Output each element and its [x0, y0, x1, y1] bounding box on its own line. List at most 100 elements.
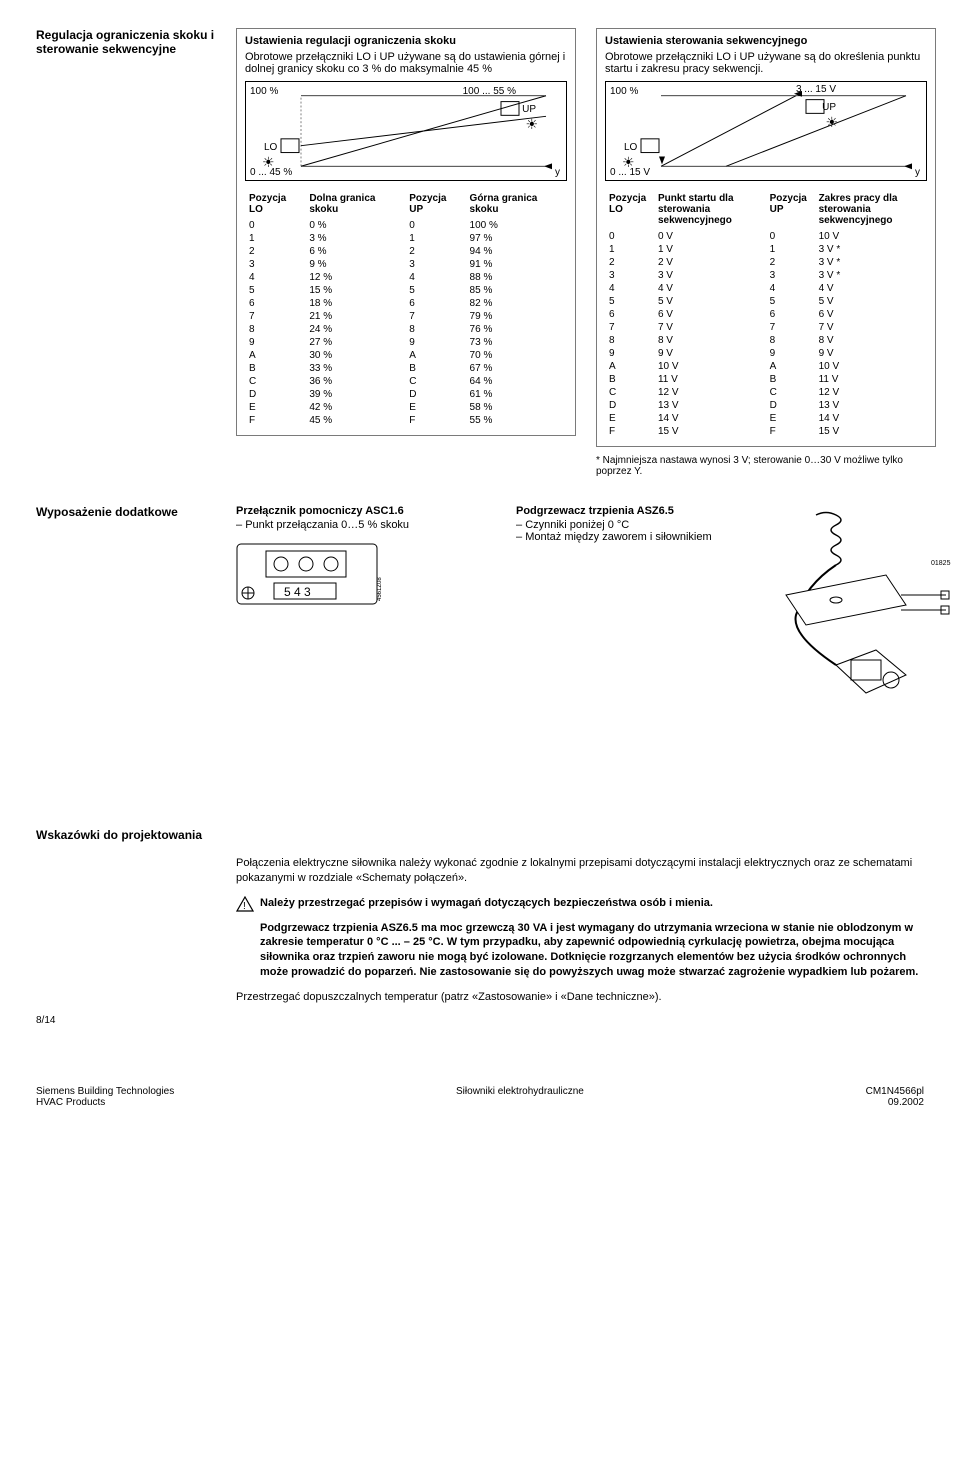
table-cell: 82 %: [466, 297, 567, 310]
design-para-3: Podgrzewacz trzpienia ASZ6.5 ma moc grze…: [260, 921, 924, 980]
table-cell: 7: [766, 321, 815, 334]
table-cell: 5: [605, 295, 654, 308]
card-sequence-title: Ustawienia sterowania sekwencyjnego: [605, 35, 927, 47]
table-cell: 76 %: [466, 323, 567, 336]
table-row: 00 V010 V: [605, 230, 927, 243]
table-cell: 79 %: [466, 310, 567, 323]
table-cell: 15 V: [654, 425, 766, 438]
design-para-1: Połączenia elektryczne siłownika należy …: [236, 856, 924, 886]
table-row: 824 %876 %: [245, 323, 567, 336]
table-cell: D: [605, 399, 654, 412]
warning-icon: !: [236, 896, 254, 990]
table-row: C12 VC12 V: [605, 386, 927, 399]
chart-seq-bot-left: 0 ... 15 V: [610, 167, 650, 178]
table-row: B33 %B67 %: [245, 362, 567, 375]
asc-diagram: 5 4 3 4561Z08: [236, 543, 396, 613]
table-cell: 3 V *: [815, 269, 927, 282]
table-cell: E: [766, 412, 815, 425]
footer-right-1: CM1N4566pl: [866, 1086, 924, 1097]
table-header: Zakres pracy dla sterowania sekwencyjneg…: [815, 191, 927, 230]
table-cell: 7 V: [815, 321, 927, 334]
table-cell: 1: [405, 232, 465, 245]
footer-center: Siłowniki elektrohydrauliczne: [456, 1086, 584, 1108]
table-cell: 2: [245, 245, 305, 258]
table-row: 33 V33 V *: [605, 269, 927, 282]
table-row: F45 %F55 %: [245, 414, 567, 427]
table-cell: 2: [405, 245, 465, 258]
table-cell: 0 V: [654, 230, 766, 243]
table-header: Górna granica skoku: [466, 191, 567, 219]
table-cell: 3 %: [305, 232, 405, 245]
table-cell: 6: [605, 308, 654, 321]
table-cell: 1: [605, 243, 654, 256]
table-cell: 5: [766, 295, 815, 308]
table-cell: 91 %: [466, 258, 567, 271]
table-row: E42 %E58 %: [245, 401, 567, 414]
table-row: 515 %585 %: [245, 284, 567, 297]
table-cell: 12 V: [654, 386, 766, 399]
table-cell: 64 %: [466, 375, 567, 388]
table-row: E14 VE14 V: [605, 412, 927, 425]
chart-stroke-lo: LO: [264, 142, 277, 153]
side-title-2: Wyposażenie dodatkowe: [36, 505, 216, 708]
table-cell: 4: [766, 282, 815, 295]
table-cell: 3 V *: [815, 243, 927, 256]
table-cell: 3: [245, 258, 305, 271]
table-cell: 0: [245, 219, 305, 232]
table-cell: 5 V: [654, 295, 766, 308]
table-cell: 58 %: [466, 401, 567, 414]
chart-stroke-bot-left: 0 ... 45 %: [250, 167, 292, 178]
asc-title: Przełącznik pomocniczy ASC1.6: [236, 505, 496, 517]
svg-text:!: !: [243, 901, 246, 912]
table-cell: 14 V: [654, 412, 766, 425]
side-title-1-text: Regulacja ograniczenia skoku i sterowani…: [36, 28, 216, 56]
table-cell: 9 V: [654, 347, 766, 360]
table-row: 66 V66 V: [605, 308, 927, 321]
table-row: 22 V23 V *: [605, 256, 927, 269]
table-header: Punkt startu dla sterowania sekwencyjneg…: [654, 191, 766, 230]
chart-stroke: 100 % 100 ... 55 % UP ☀ LO ☀ 0 ... 45 % …: [245, 81, 567, 181]
chart-sequence: 100 % 3 ... 15 V UP ☀ LO ☀ 0 ... 15 V y: [605, 81, 927, 181]
table-row: 26 %294 %: [245, 245, 567, 258]
table-cell: F: [405, 414, 465, 427]
card-stroke-title: Ustawienia regulacji ograniczenia skoku: [245, 35, 567, 47]
table-cell: B: [245, 362, 305, 375]
table-row: 99 V99 V: [605, 347, 927, 360]
table-cell: 70 %: [466, 349, 567, 362]
table-header: Dolna granica skoku: [305, 191, 405, 219]
table-cell: 11 V: [815, 373, 927, 386]
table-cell: 6 V: [654, 308, 766, 321]
table-row: 88 V88 V: [605, 334, 927, 347]
table-cell: 3: [766, 269, 815, 282]
table-row: 00 %0100 %: [245, 219, 567, 232]
sun-icon: ☀: [825, 114, 838, 131]
table-cell: B: [405, 362, 465, 375]
table-header: Pozycja UP: [405, 191, 465, 219]
chart-seq-lo: LO: [624, 142, 637, 153]
chart-stroke-bot-right: y: [555, 167, 560, 178]
table-cell: 15 %: [305, 284, 405, 297]
table-cell: 4: [245, 271, 305, 284]
table-cell: 55 %: [466, 414, 567, 427]
table-cell: 4 V: [815, 282, 927, 295]
side-title-1: Regulacja ograniczenia skoku i sterowani…: [36, 28, 216, 477]
card-sequence: Ustawienia sterowania sekwencyjnego Obro…: [596, 28, 936, 447]
table-cell: 1: [766, 243, 815, 256]
asz-bullet-1: Czynniki poniżej 0 °C: [516, 519, 716, 531]
table-cell: 4: [605, 282, 654, 295]
table-cell: 8 V: [654, 334, 766, 347]
table-row: C36 %C64 %: [245, 375, 567, 388]
table-cell: E: [605, 412, 654, 425]
sequence-footnote: * Najmniejsza nastawa wynosi 3 V; sterow…: [596, 455, 936, 477]
table-cell: 9 %: [305, 258, 405, 271]
table-cell: 9: [605, 347, 654, 360]
footer-right-2: 09.2002: [866, 1097, 924, 1108]
table-cell: B: [766, 373, 815, 386]
table-cell: 94 %: [466, 245, 567, 258]
table-row: F15 VF15 V: [605, 425, 927, 438]
design-para-2: Należy przestrzegać przepisów i wymagań …: [260, 896, 924, 911]
table-cell: 2 V: [654, 256, 766, 269]
table-cell: A: [245, 349, 305, 362]
table-cell: 2: [605, 256, 654, 269]
table-cell: 8: [766, 334, 815, 347]
